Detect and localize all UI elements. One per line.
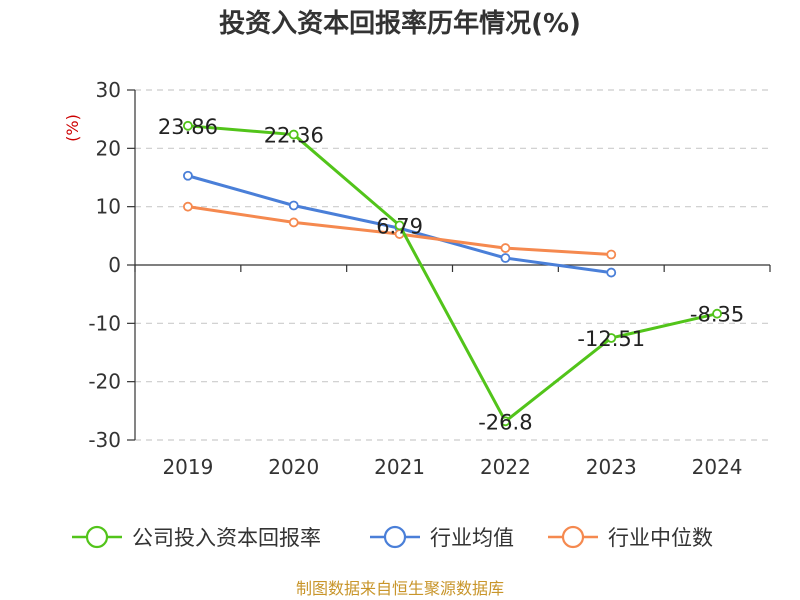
- data-label: 22.36: [264, 124, 324, 148]
- y-tick-label: 0: [108, 253, 121, 277]
- x-tick-label: 2019: [162, 455, 213, 479]
- data-point: [288, 200, 299, 211]
- legend-marker-icon: [85, 525, 109, 549]
- x-tick-label: 2020: [268, 455, 319, 479]
- x-tick-label: 2023: [586, 455, 637, 479]
- data-point: [288, 129, 299, 140]
- data-point: [288, 217, 299, 228]
- source-note: 制图数据来自恒生聚源数据库: [296, 579, 504, 598]
- data-point: [606, 249, 617, 260]
- y-tick-label: -20: [88, 370, 121, 394]
- y-axis-unit: (%): [63, 114, 82, 142]
- axes: 30 20 10 0 -10 -20 -30 2019 2020 2021 2022 2023 2024: [88, 78, 771, 479]
- data-point: [183, 120, 193, 131]
- data-point: [712, 308, 722, 319]
- data-point: [183, 201, 193, 212]
- series-line-0: [187, 124, 718, 423]
- legend-label: 公司投入资本回报率: [132, 526, 321, 550]
- legend-label: 行业均值: [430, 526, 514, 550]
- data-point: [183, 170, 193, 181]
- x-tick-label: 2021: [374, 455, 425, 479]
- legend[interactable]: 公司投入资本回报率 行业均值 行业中位数: [72, 525, 713, 550]
- x-tick-label: 2022: [480, 455, 531, 479]
- data-point: [606, 333, 617, 343]
- series-layer: [183, 120, 722, 427]
- legend-marker-icon: [561, 525, 585, 549]
- y-tick-label: 30: [96, 78, 121, 102]
- y-tick-label: 10: [96, 195, 121, 219]
- data-label: 23.86: [158, 115, 218, 139]
- y-tick-label: 20: [96, 136, 121, 160]
- grid-lines: [135, 89, 770, 441]
- legend-item-1[interactable]: 行业均值: [370, 525, 514, 550]
- legend-marker-icon: [383, 525, 407, 549]
- data-label: 6.79: [376, 214, 423, 238]
- data-label: -26.8: [478, 410, 532, 434]
- y-tick-label: -30: [88, 428, 121, 452]
- data-point: [394, 220, 405, 231]
- legend-label: 行业中位数: [608, 526, 713, 550]
- data-label: -12.51: [577, 327, 645, 351]
- data-point: [606, 267, 617, 278]
- data-point: [500, 416, 511, 427]
- data-label: -8.35: [690, 303, 744, 327]
- data-point: [500, 253, 511, 263]
- x-tick-label: 2024: [692, 455, 743, 479]
- legend-item-0[interactable]: 公司投入资本回报率: [72, 525, 321, 550]
- data-labels: 23.86 22.36 6.79 -26.8 -12.51 -8.35: [158, 115, 744, 435]
- chart-title: 投资入资本回报率历年情况(%): [219, 8, 581, 39]
- legend-item-2[interactable]: 行业中位数: [548, 525, 713, 550]
- y-tick-label: -10: [88, 311, 121, 335]
- data-point: [500, 243, 511, 253]
